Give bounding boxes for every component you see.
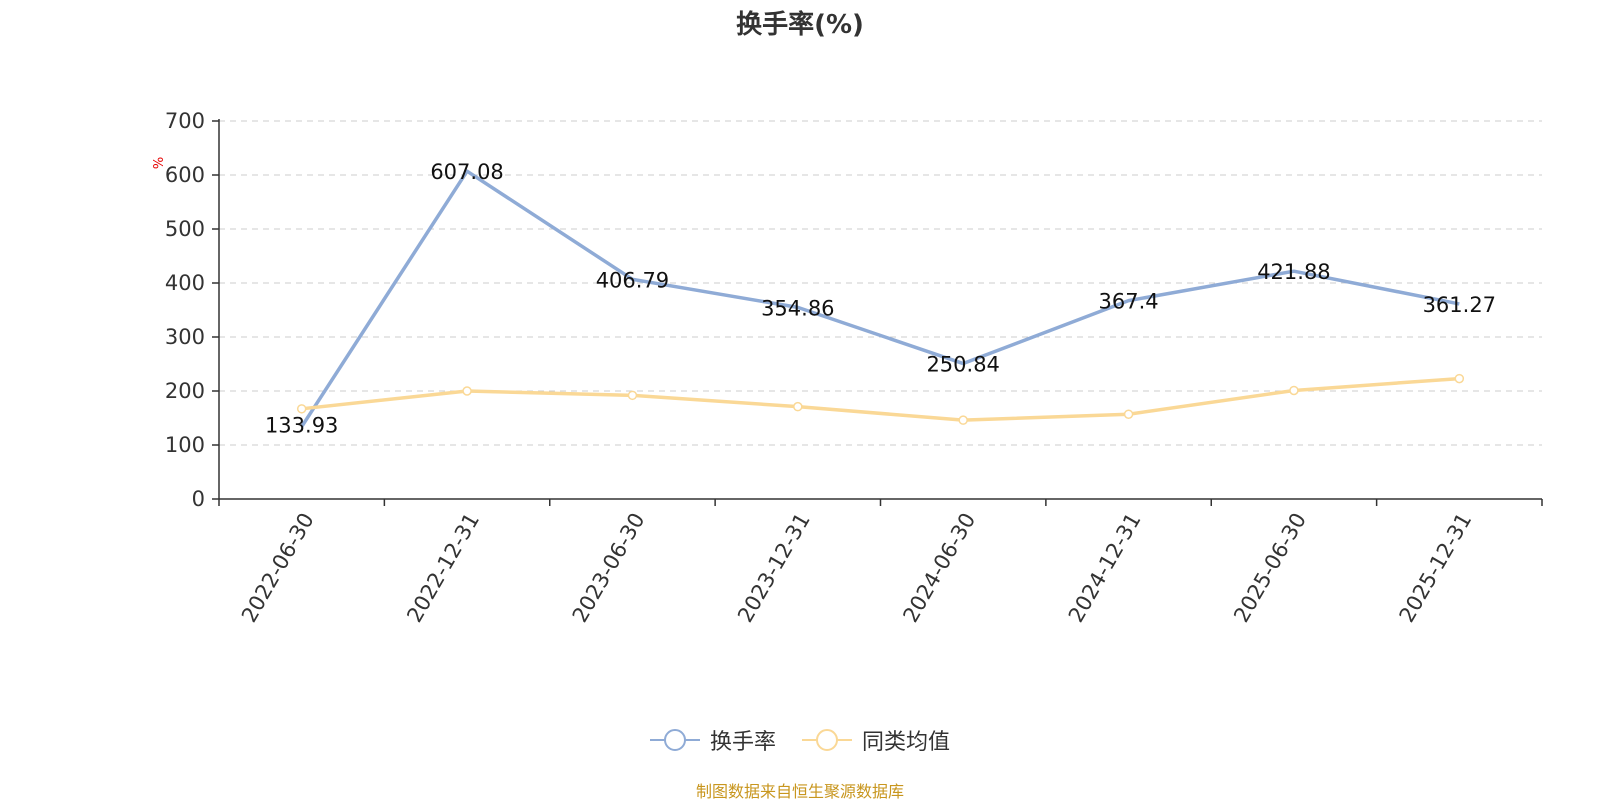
x-tick-label: 2025-06-30	[1229, 509, 1311, 627]
chart-title: 换手率(%)	[736, 10, 864, 40]
data-label: 367.4	[1099, 290, 1159, 314]
series-2-point	[462, 386, 472, 396]
legend-label-series-1: 换手率	[709, 730, 776, 755]
y-tick-label: 700	[165, 109, 205, 133]
y-tick-label: 200	[165, 379, 205, 403]
data-label: 607.08	[430, 160, 503, 184]
data-label: 250.84	[926, 353, 999, 377]
y-tick-label: 400	[165, 271, 205, 295]
series-2-point	[1454, 373, 1465, 384]
legend: 换手率 同类均值	[0, 724, 1600, 756]
series-line-1	[300, 169, 1460, 428]
legend-item-series-1[interactable]: 换手率	[649, 724, 776, 756]
x-tick-label: 2023-12-31	[733, 509, 815, 627]
data-label: 354.86	[761, 296, 834, 320]
series-2-point	[627, 390, 638, 401]
legend-line-circle-icon	[649, 729, 700, 751]
y-tick-label: 500	[165, 217, 205, 241]
y-tick-label: 600	[165, 163, 205, 187]
axes: 0 100 200 300 400 500 600 700 2022-06-30 2022-12-…	[165, 109, 1543, 627]
series-2-point	[1289, 385, 1299, 396]
data-label: 406.79	[596, 268, 669, 292]
data-labels: 133.93 607.08 406.79 354.86 250.84 367.4 421.8…	[265, 160, 1496, 438]
legend-line-circle-icon	[802, 729, 852, 751]
x-tick-label: 2024-06-30	[898, 509, 980, 627]
legend-label-series-2: 同类均值	[862, 730, 951, 755]
series-lines	[296, 169, 1465, 428]
series-2-point	[958, 415, 968, 425]
legend-item-series-2[interactable]: 同类均值	[802, 724, 950, 756]
data-label: 133.93	[265, 414, 338, 438]
y-tick-label: 300	[165, 325, 205, 349]
y-axis-unit-label: %	[152, 157, 167, 169]
data-label: 361.27	[1423, 293, 1496, 317]
series-2-point	[296, 404, 307, 414]
y-tick-label: 0	[192, 487, 205, 511]
data-label: 421.88	[1257, 260, 1330, 284]
x-tick-label: 2025-12-31	[1395, 509, 1477, 627]
y-tick-label: 100	[165, 433, 205, 457]
series-2-point	[1123, 409, 1134, 419]
x-tick-label: 2024-12-31	[1064, 509, 1146, 627]
data-source-note: 制图数据来自恒生聚源数据库	[695, 782, 904, 801]
x-tick-label: 2023-06-30	[568, 509, 650, 627]
series-2-point	[793, 401, 803, 412]
series-line-2	[301, 376, 1460, 422]
x-tick-label: 2022-12-31	[402, 509, 484, 627]
x-tick-label: 2022-06-30	[237, 509, 319, 627]
